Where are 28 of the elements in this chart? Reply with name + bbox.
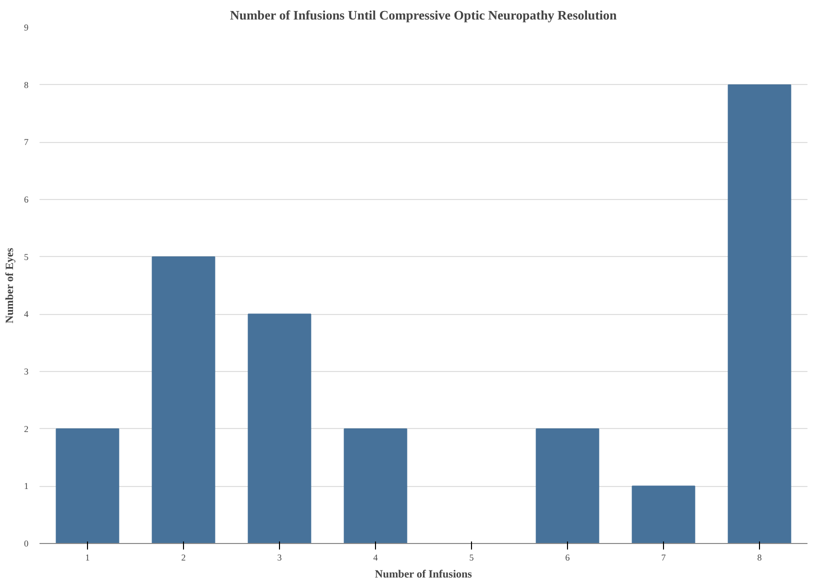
y-tick-label: 3 (24, 366, 29, 376)
x-tick-label: 2 (181, 552, 186, 562)
y-tick-label: 2 (24, 424, 28, 434)
y-tick-label: 5 (24, 252, 29, 262)
y-tick-label: 1 (24, 481, 28, 492)
x-axis-title: Number of Infusions (374, 568, 473, 580)
x-tick-label: 5 (469, 552, 474, 562)
chart-title: Number of Infusions Until Compressive Optic Neuropathy Resolution (230, 8, 618, 22)
x-tick-label: 4 (373, 552, 378, 562)
bar (632, 486, 696, 544)
bar (248, 314, 312, 544)
bar (56, 428, 120, 544)
y-tick-label: 9 (24, 22, 29, 32)
bar (344, 428, 408, 544)
y-tick-label: 7 (24, 137, 29, 148)
x-tick-label: 1 (85, 552, 90, 562)
y-tick-label: 8 (24, 80, 29, 90)
x-tick-label: 6 (565, 552, 570, 562)
x-tick-label: 8 (757, 552, 762, 562)
y-tick-label: 6 (24, 194, 29, 204)
x-tick-label: 7 (661, 552, 666, 562)
bar (536, 428, 600, 544)
bar (728, 84, 792, 544)
y-tick-label: 0 (24, 538, 29, 548)
bar (152, 256, 216, 544)
y-tick-label: 4 (24, 309, 29, 320)
x-tick-label: 3 (277, 552, 282, 562)
y-axis-title: Number of Eyes (4, 247, 16, 324)
